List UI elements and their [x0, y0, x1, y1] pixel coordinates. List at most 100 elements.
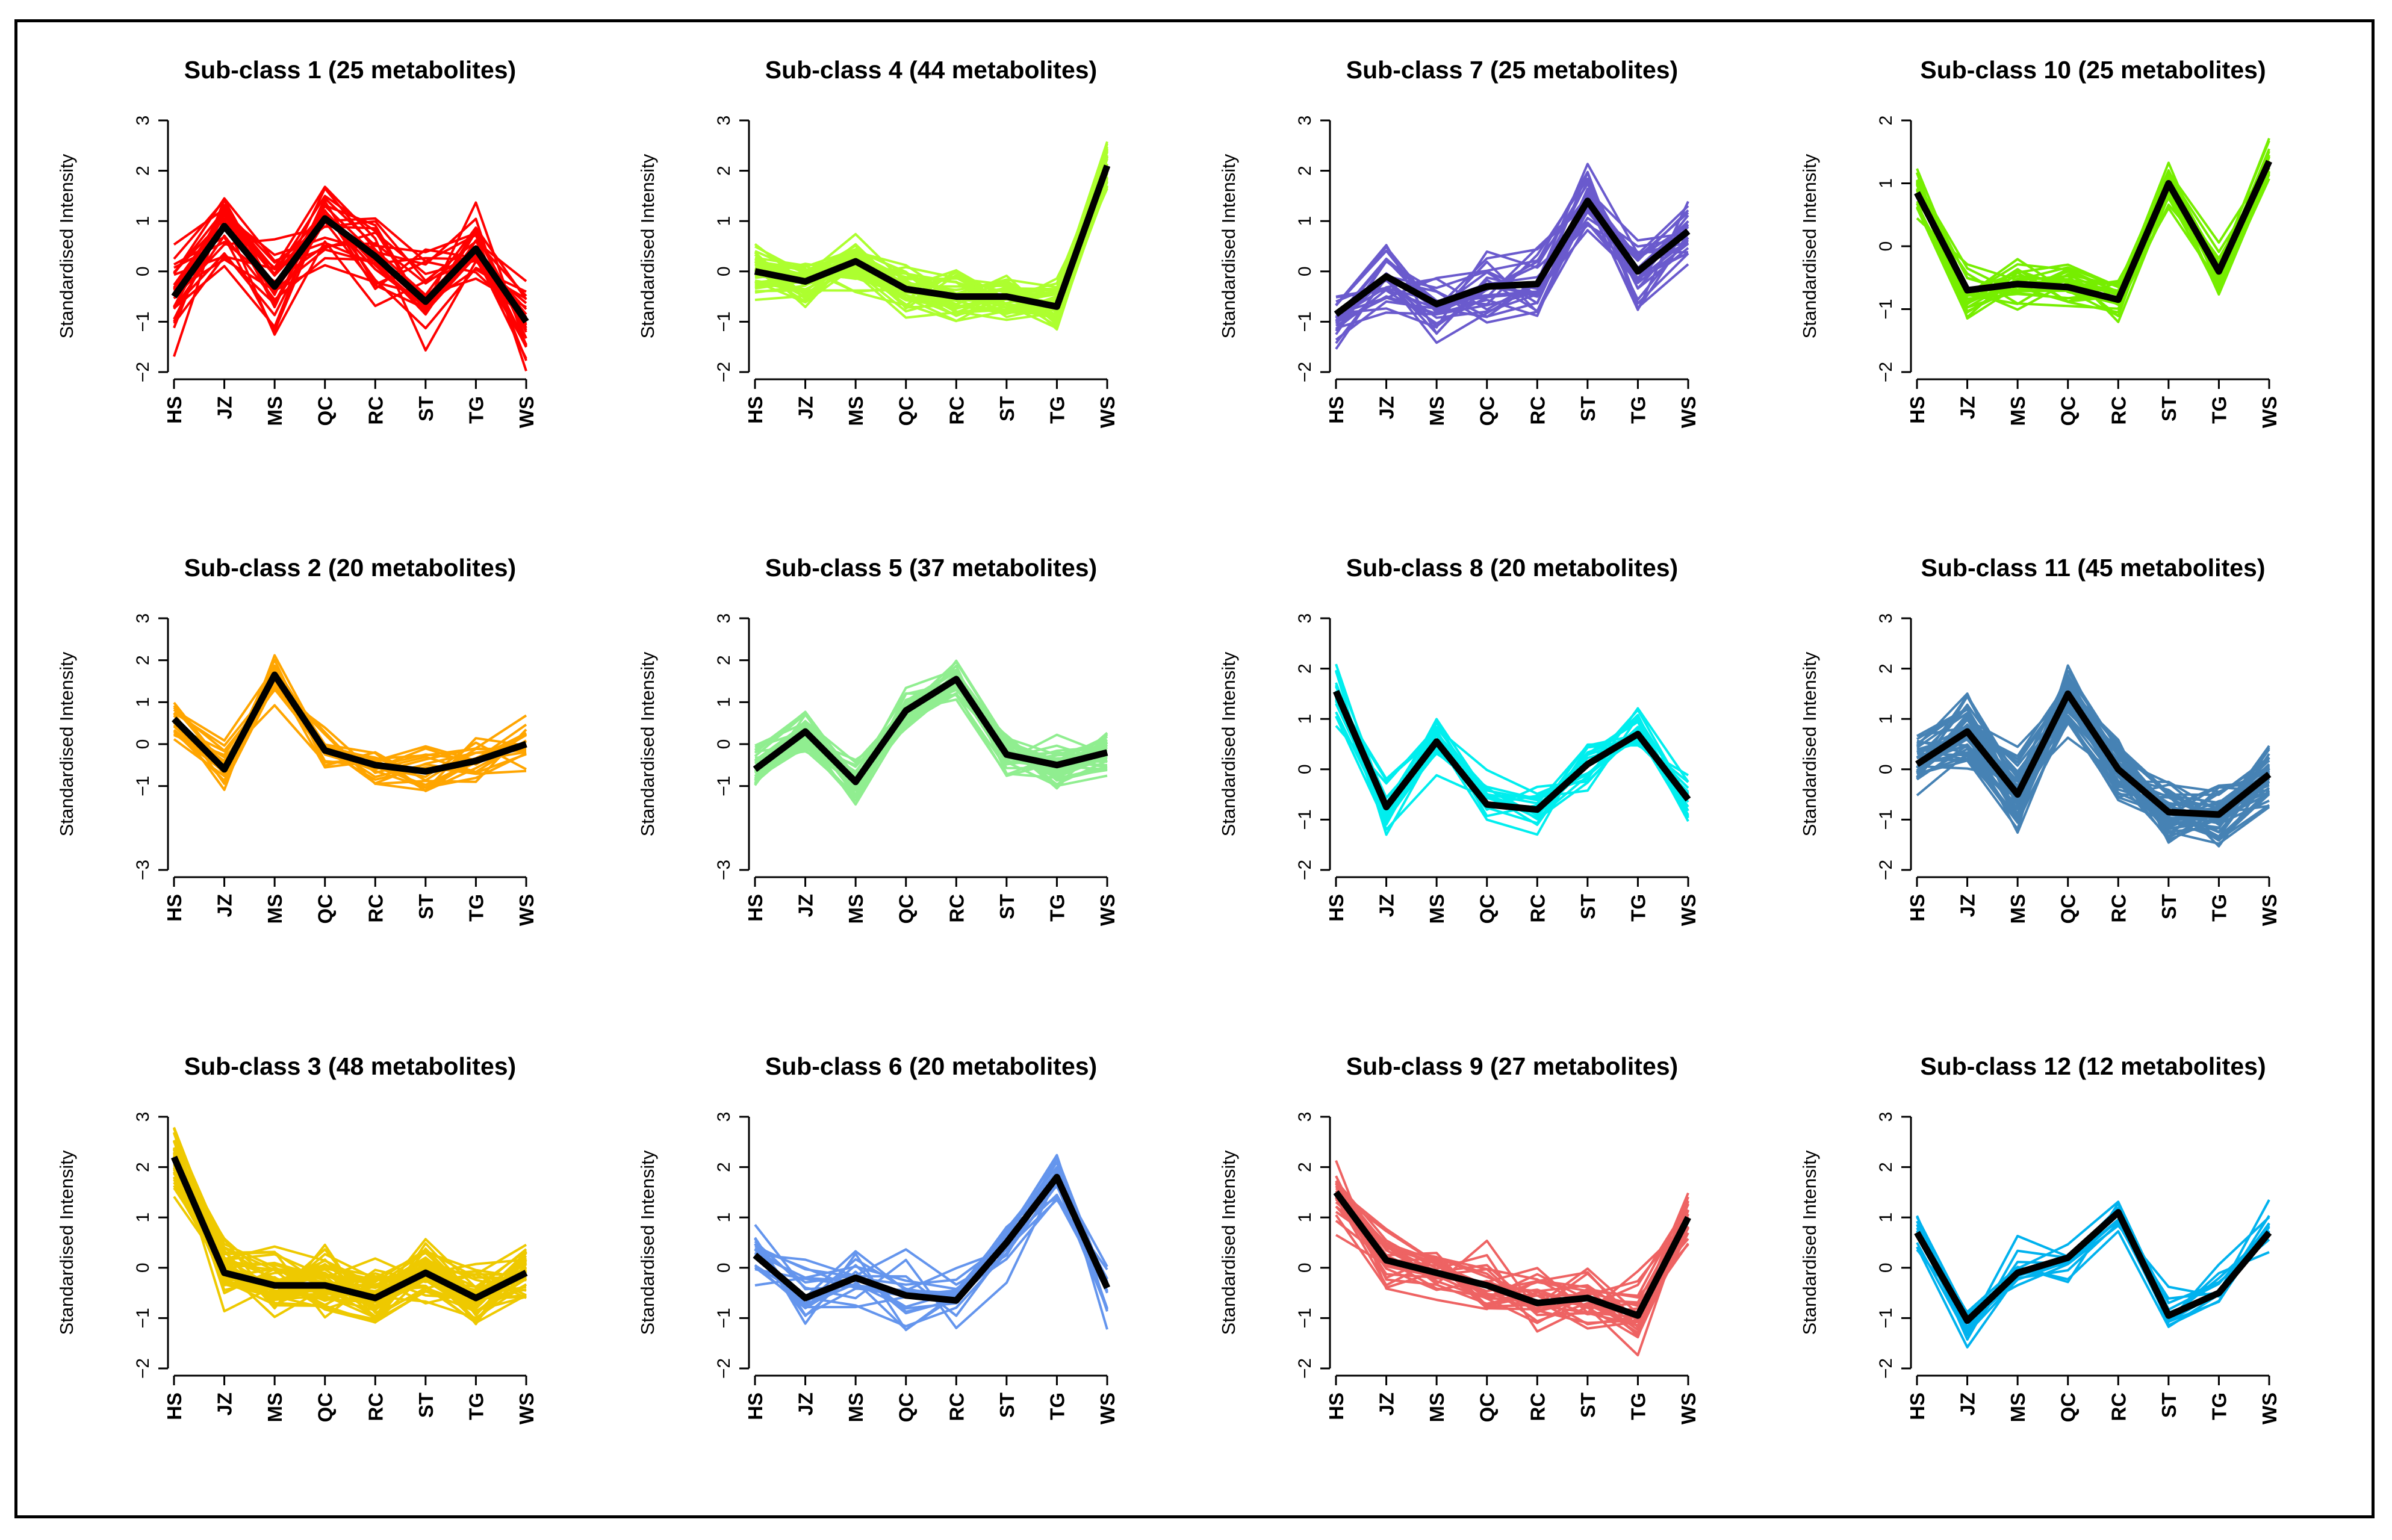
y-tick-label: 2	[1295, 663, 1315, 674]
y-tick-label: 2	[1876, 116, 1896, 126]
y-tick-label: 2	[133, 1162, 153, 1172]
y-tick-label: 0	[1876, 764, 1896, 774]
metabolite-line	[1916, 167, 2270, 293]
x-tick-label: WS	[1677, 396, 1700, 428]
x-tick-label: HS	[1325, 1393, 1347, 1420]
y-tick-label: −2	[714, 362, 734, 382]
y-tick-label: −1	[714, 1308, 734, 1328]
mean-profile-line	[1914, 160, 2273, 303]
y-tick-label: 3	[133, 116, 153, 126]
metabolite-line	[754, 178, 1108, 323]
x-tick-label: ST	[415, 894, 437, 919]
y-tick-label: 0	[133, 266, 153, 276]
x-tick-label: MS	[264, 1393, 286, 1423]
y-tick-label: −2	[1876, 1358, 1896, 1379]
y-tick-label: 2	[1876, 663, 1896, 674]
y-tick-label: 2	[1295, 1162, 1315, 1172]
x-tick-label: ST	[1577, 1393, 1599, 1418]
metabolite-line	[173, 214, 527, 361]
x-tick-label: HS	[1906, 1393, 1928, 1420]
x-tick-label: TG	[465, 894, 487, 922]
metabolite-line	[754, 681, 1108, 796]
y-tick-label: 1	[133, 1212, 153, 1223]
x-tick-label: HS	[1325, 396, 1347, 424]
panel-subclass-3: Sub-class 3 (48 metabolites) Standardised…	[56, 1052, 538, 1424]
metabolite-line	[754, 163, 1108, 314]
x-tick-label: QC	[314, 894, 337, 924]
x-tick-label: RC	[2107, 1393, 2130, 1421]
x-tick-label: WS	[1096, 1393, 1119, 1424]
panel-title: Sub-class 12 (12 metabolites)	[1920, 1052, 2266, 1080]
metabolite-line	[1335, 686, 1689, 836]
x-tick-label: MS	[264, 396, 286, 426]
panel-subclass-11: Sub-class 11 (45 metabolites) Standardise…	[1799, 554, 2281, 926]
y-tick-label: −1	[133, 776, 153, 796]
panel-subclass-5: Sub-class 5 (37 metabolites) Standardised…	[637, 554, 1119, 926]
chart-grid: Sub-class 1 (25 metabolites) Standardised…	[56, 56, 2281, 1424]
x-tick-label: HS	[744, 894, 766, 922]
x-tick-label: QC	[314, 396, 337, 426]
y-tick-label: 3	[1876, 1112, 1896, 1122]
y-tick-label: 0	[1295, 266, 1315, 276]
x-tick-label: MS	[264, 894, 286, 924]
x-tick-label: WS	[2258, 396, 2281, 428]
y-tick-label: 2	[133, 655, 153, 665]
mean-profile-line	[754, 164, 1111, 310]
metabolite-line	[173, 1148, 527, 1312]
figure-frame: Sub-class 1 (25 metabolites) Standardised…	[14, 19, 2375, 1518]
metabolite-line	[754, 676, 1108, 779]
x-tick-label: ST	[1577, 396, 1599, 421]
y-axis-label: Standardised Intensity	[637, 651, 658, 836]
y-tick-label: 3	[133, 613, 153, 624]
y-tick-label: 1	[1876, 1212, 1896, 1223]
x-tick-label: JZ	[1957, 894, 1979, 917]
x-tick-label: HS	[1906, 894, 1928, 922]
y-tick-label: 1	[133, 216, 153, 226]
x-tick-label: HS	[163, 396, 185, 424]
y-tick-label: −1	[1876, 1308, 1896, 1328]
x-tick-label: QC	[895, 1393, 918, 1423]
y-tick-label: 0	[1876, 1262, 1896, 1273]
y-tick-label: 3	[714, 1112, 734, 1122]
metabolite-line	[173, 234, 527, 310]
y-axis-label: Standardised Intensity	[637, 154, 658, 338]
y-axis-label: Standardised Intensity	[1218, 1150, 1239, 1335]
y-axis-label: Standardised Intensity	[56, 1150, 77, 1335]
y-tick-label: 0	[133, 1262, 153, 1273]
y-tick-label: 0	[1295, 1262, 1315, 1273]
x-tick-label: JZ	[1376, 1393, 1398, 1416]
y-tick-label: 2	[714, 655, 734, 665]
mean-profile-line	[171, 215, 529, 324]
x-tick-label: ST	[996, 396, 1018, 421]
y-tick-label: −3	[133, 860, 153, 880]
y-axis-label: Standardised Intensity	[637, 1150, 658, 1335]
y-tick-label: 3	[1876, 613, 1896, 624]
y-tick-label: 0	[1295, 764, 1315, 774]
x-tick-label: QC	[2057, 396, 2080, 426]
x-tick-label: RC	[364, 1393, 387, 1421]
y-tick-label: 1	[133, 697, 153, 707]
metabolite-line	[754, 168, 1108, 307]
x-tick-label: TG	[1046, 396, 1068, 424]
panel-title: Sub-class 4 (44 metabolites)	[765, 56, 1097, 84]
x-tick-label: JZ	[1376, 396, 1398, 420]
panel-subclass-6: Sub-class 6 (20 metabolites) Standardised…	[637, 1052, 1119, 1424]
mean-profile-line	[753, 1173, 1111, 1304]
y-tick-label: −2	[1876, 860, 1896, 880]
metabolite-line	[1335, 669, 1689, 806]
x-tick-label: TG	[1627, 1393, 1649, 1420]
y-axis-label: Standardised Intensity	[1218, 651, 1239, 836]
x-tick-label: WS	[2258, 894, 2281, 926]
x-tick-label: WS	[515, 396, 538, 428]
x-tick-label: QC	[895, 894, 918, 924]
metabolite-line	[1335, 1180, 1689, 1331]
x-tick-label: JZ	[795, 1393, 817, 1416]
x-tick-label: TG	[1627, 396, 1649, 424]
y-axis-label: Standardised Intensity	[1799, 651, 1820, 836]
panel-title: Sub-class 6 (20 metabolites)	[765, 1052, 1097, 1080]
x-tick-label: MS	[1426, 1393, 1448, 1423]
y-axis-label: Standardised Intensity	[1799, 154, 1820, 338]
y-tick-label: 2	[714, 1162, 734, 1172]
y-tick-label: 1	[1295, 1212, 1315, 1223]
y-tick-label: −1	[1876, 809, 1896, 830]
